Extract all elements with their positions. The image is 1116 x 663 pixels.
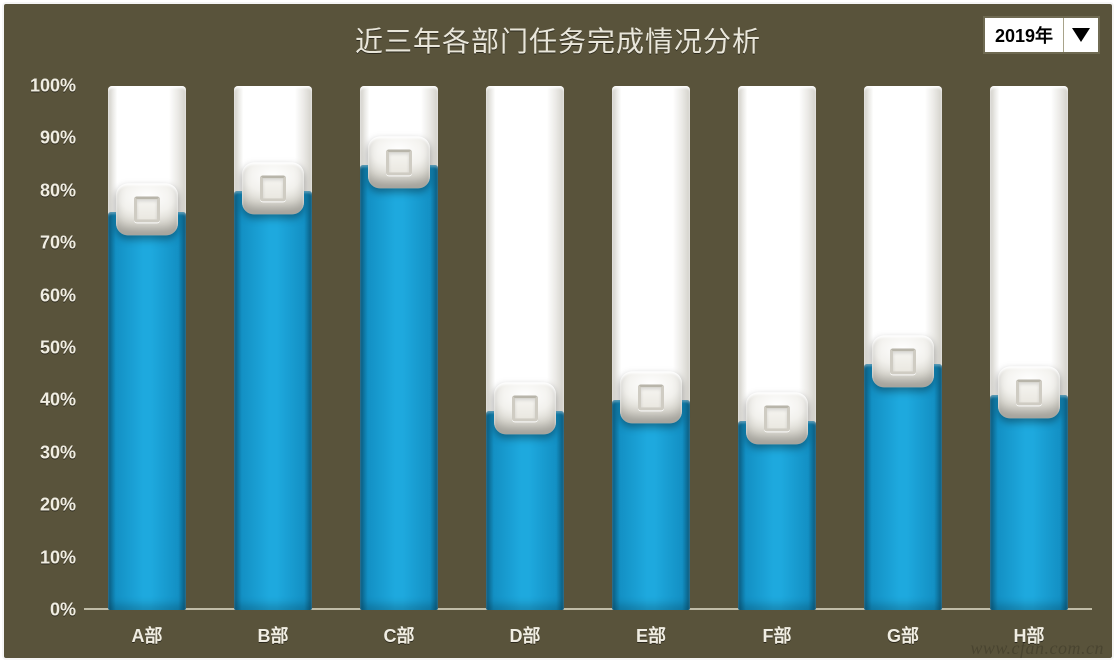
bar-cap-icon <box>620 372 682 424</box>
bar-cap-icon <box>872 335 934 387</box>
y-tick-label: 50% <box>40 338 76 359</box>
stage: 近三年各部门任务完成情况分析 2019年 100% 90% 80% 70% 60% 50%… <box>0 0 1116 663</box>
chart-title: 近三年各部门任务完成情况分析 <box>4 20 1112 60</box>
x-tick-label: C部 <box>384 622 415 648</box>
chart-card: 近三年各部门任务完成情况分析 2019年 100% 90% 80% 70% 60% 50%… <box>4 4 1112 658</box>
bar-column <box>990 86 1068 610</box>
y-axis-labels: 100%90%80%70%60%50%40%30%20%10%0% <box>12 86 76 610</box>
watermark-text: www.cfan.com.cn <box>970 638 1104 659</box>
y-tick-label: 90% <box>40 128 76 149</box>
bar-fill <box>612 400 690 610</box>
bar-fill <box>360 165 438 610</box>
y-tick-label: 80% <box>40 180 76 201</box>
y-tick-label: 70% <box>40 233 76 254</box>
bar-column <box>486 86 564 610</box>
y-tick-label: 30% <box>40 442 76 463</box>
y-tick-label: 60% <box>40 285 76 306</box>
year-dropdown-value: 2019年 <box>985 18 1064 52</box>
y-tick-label: 0% <box>50 600 76 621</box>
bar-column <box>738 86 816 610</box>
y-tick-label: 20% <box>40 495 76 516</box>
bar-cap-icon <box>746 393 808 445</box>
bar-cap-icon <box>368 136 430 188</box>
bar-cap-icon <box>998 367 1060 419</box>
y-tick-label: 10% <box>40 547 76 568</box>
y-tick-label: 40% <box>40 390 76 411</box>
bar-fill <box>738 421 816 610</box>
chevron-down-icon <box>1064 18 1098 52</box>
x-tick-label: E部 <box>636 622 666 648</box>
bar-cap-icon <box>242 162 304 214</box>
x-tick-label: D部 <box>510 622 541 648</box>
y-tick-label: 100% <box>30 76 76 97</box>
bar-column <box>864 86 942 610</box>
bar-column <box>108 86 186 610</box>
bar-fill <box>234 191 312 610</box>
x-tick-label: A部 <box>132 622 163 648</box>
bar-cap-icon <box>116 183 178 235</box>
bar-column <box>360 86 438 610</box>
x-tick-label: G部 <box>887 622 919 648</box>
x-axis-labels: A部B部C部D部E部F部G部H部 <box>84 620 1092 648</box>
x-tick-label: B部 <box>258 622 289 648</box>
bar-column <box>234 86 312 610</box>
bar-column <box>612 86 690 610</box>
bar-fill <box>108 212 186 610</box>
x-tick-label: F部 <box>763 622 792 648</box>
bar-fill <box>486 411 564 610</box>
year-dropdown[interactable]: 2019年 <box>985 18 1098 52</box>
bar-fill <box>864 364 942 610</box>
bar-cap-icon <box>494 382 556 434</box>
bar-fill <box>990 395 1068 610</box>
plot-area <box>84 86 1092 610</box>
